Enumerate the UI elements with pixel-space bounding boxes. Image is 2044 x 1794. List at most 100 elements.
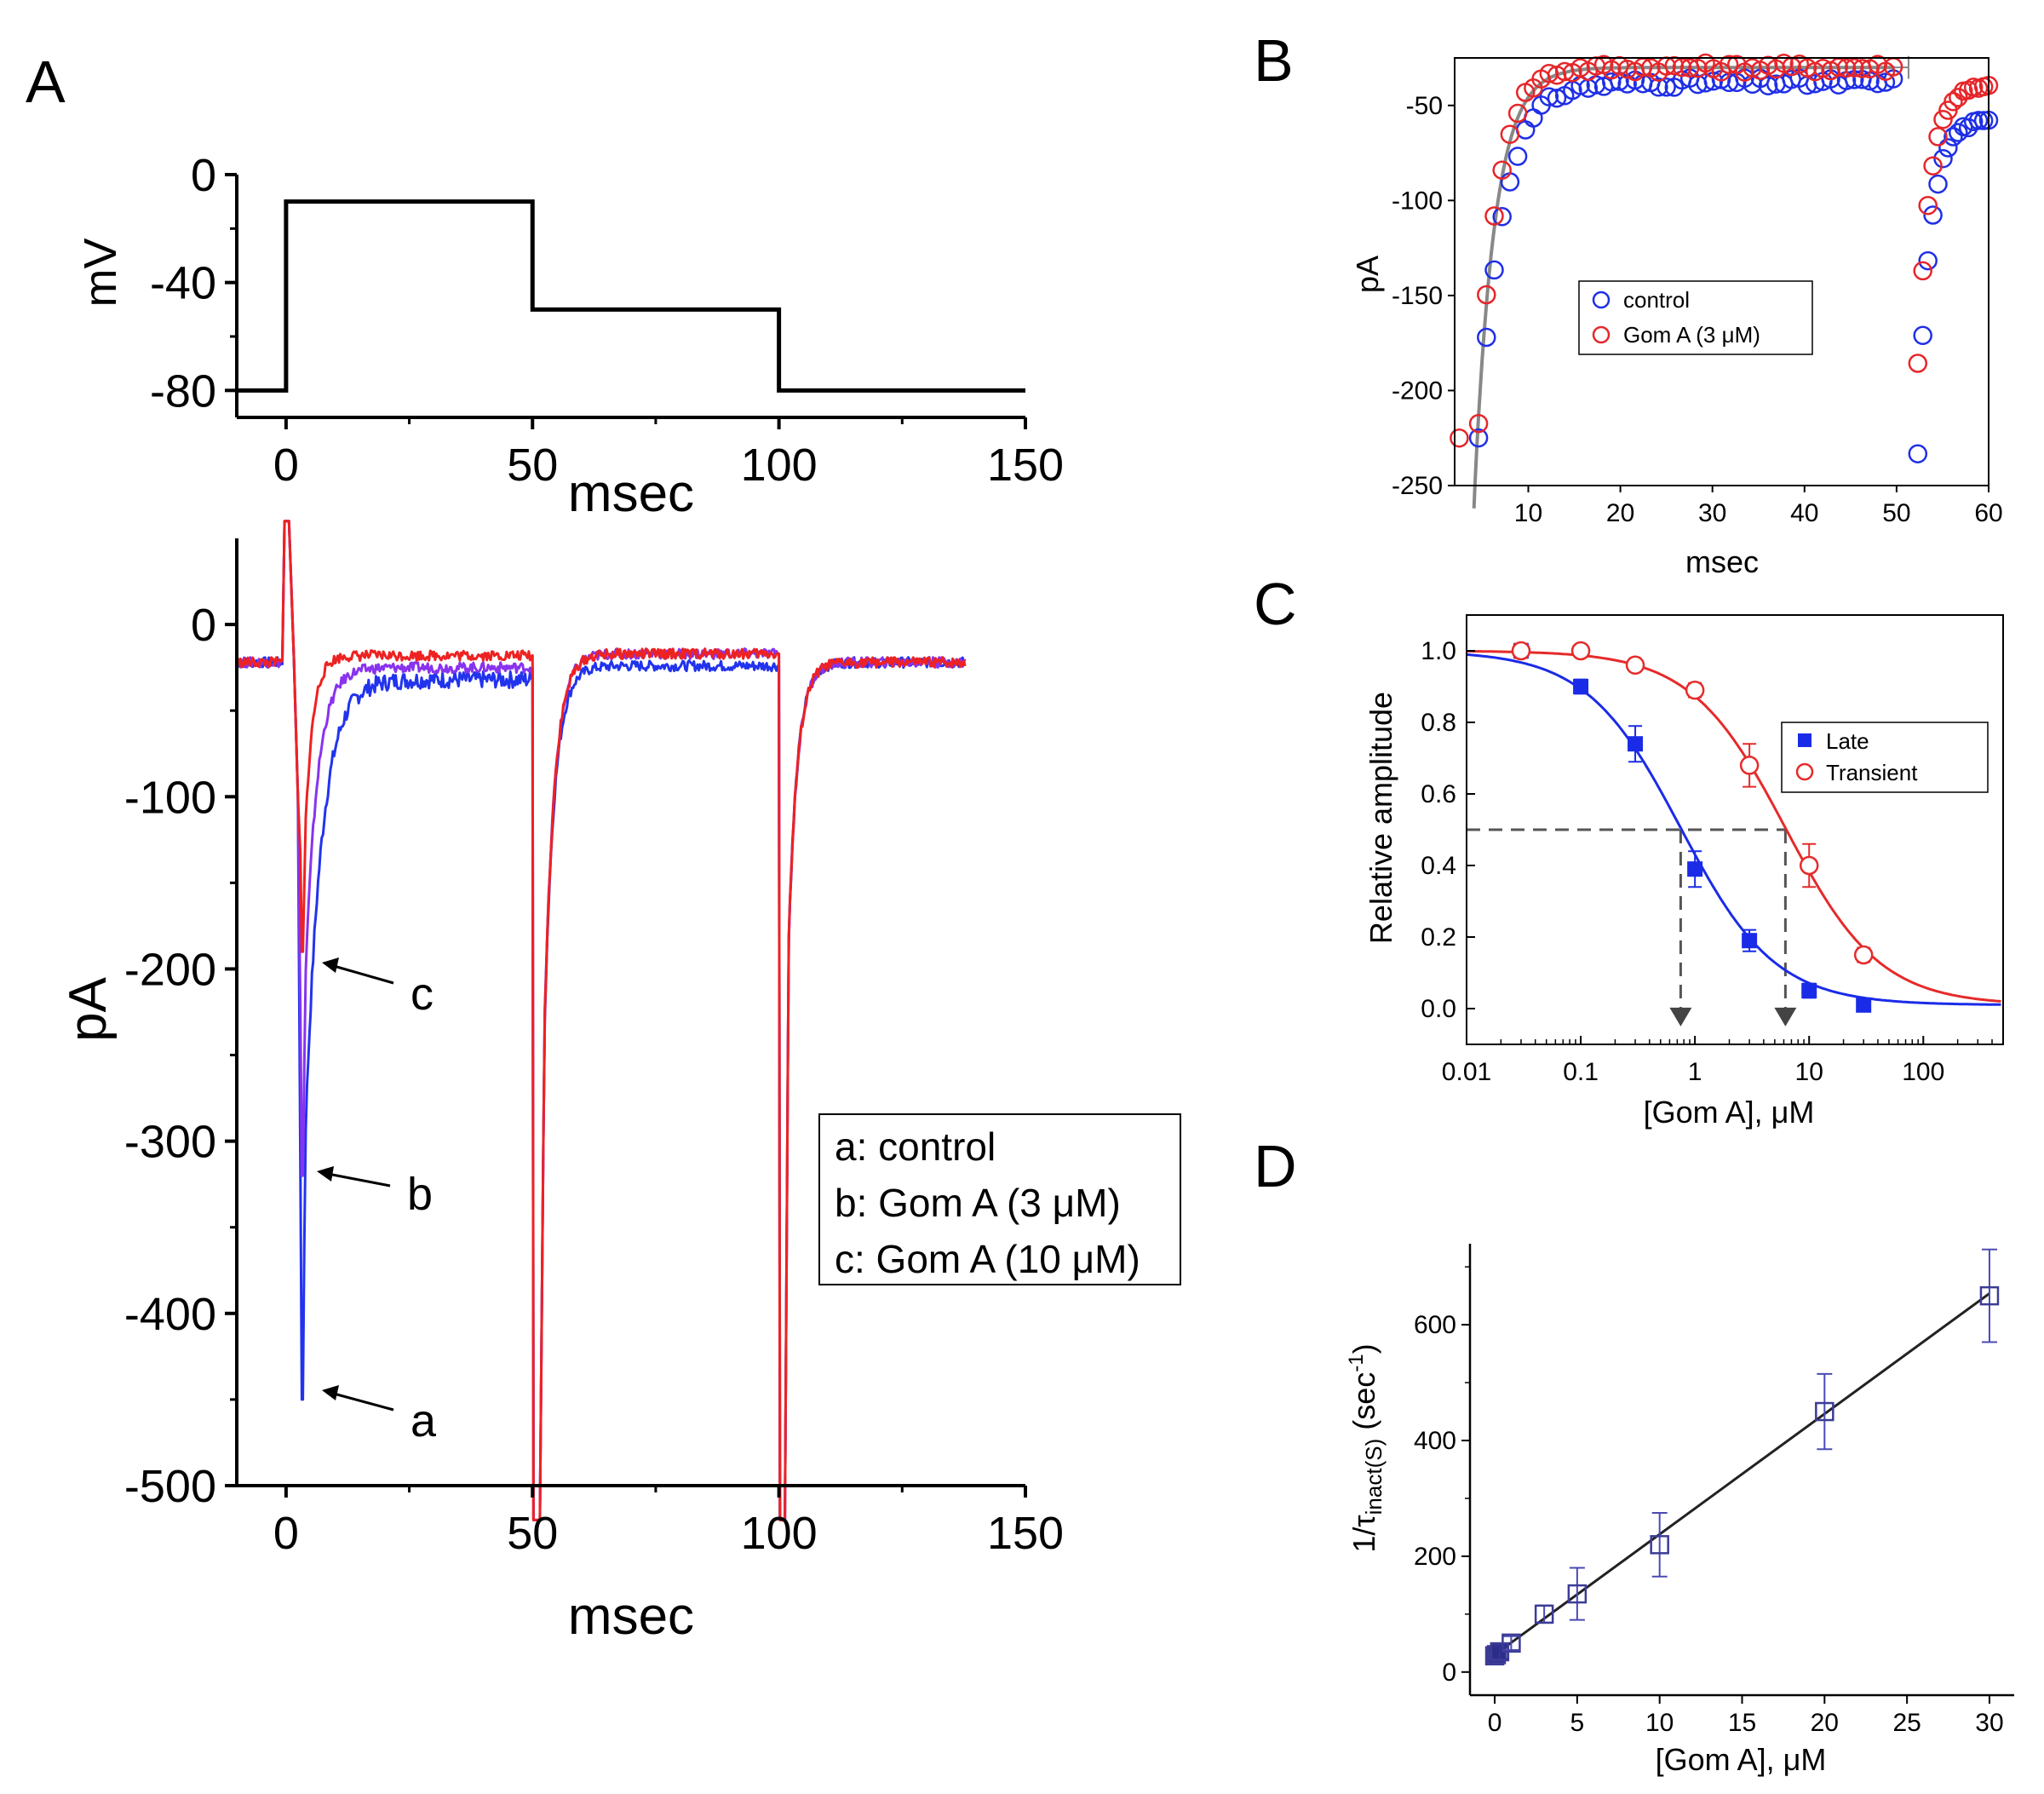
b-point-gom bbox=[1908, 354, 1928, 373]
b-x-tick: 60 bbox=[1974, 499, 2002, 527]
panel-letter-a: A bbox=[26, 49, 66, 115]
b-x-tick: 30 bbox=[1698, 499, 1726, 527]
d-y-label: 1/τinact(S) (sec-1) bbox=[1345, 1343, 1387, 1552]
d-x-tick: 5 bbox=[1570, 1709, 1585, 1737]
b-point-control bbox=[1958, 118, 1978, 138]
d-x-label: [Gom A], μM bbox=[1656, 1742, 1827, 1777]
b-point-control bbox=[1973, 111, 1994, 130]
protocol-x-label: msec bbox=[568, 464, 694, 523]
current-x-tick: 50 bbox=[507, 1508, 558, 1559]
legend-c-marker-transient bbox=[1795, 762, 1814, 781]
b-y-tick: -200 bbox=[1392, 377, 1443, 405]
b-point-gom bbox=[1672, 57, 1692, 78]
b-point-control bbox=[1908, 444, 1928, 463]
c-y-tick: 0.0 bbox=[1421, 995, 1456, 1023]
b-y-tick: -100 bbox=[1392, 187, 1443, 215]
b-point-gom bbox=[1949, 88, 1968, 107]
current-trace-gom-10um bbox=[235, 520, 967, 1521]
protocol-x-tick: 0 bbox=[273, 440, 299, 491]
c-point-late bbox=[1687, 861, 1703, 877]
b-point-control bbox=[1649, 78, 1668, 97]
d-y-tick: 400 bbox=[1414, 1427, 1456, 1455]
b-x-tick: 10 bbox=[1514, 499, 1542, 527]
b-point-gom bbox=[1539, 64, 1559, 83]
current-axes bbox=[225, 538, 1027, 1498]
d-point bbox=[1534, 1604, 1554, 1624]
b-point-control bbox=[1913, 325, 1932, 346]
current-trace-control bbox=[236, 520, 967, 1521]
b-point-control bbox=[1515, 120, 1536, 140]
c-point-transient bbox=[1625, 655, 1645, 676]
current-x-tick: 0 bbox=[273, 1508, 299, 1559]
b-point-gom bbox=[1836, 58, 1857, 78]
panel-b-data bbox=[1450, 53, 1999, 509]
c-point-transient bbox=[1853, 945, 1874, 965]
c-point-late bbox=[1856, 997, 1872, 1013]
legend-b-marker-control bbox=[1592, 290, 1611, 309]
b-point-gom bbox=[1913, 261, 1932, 281]
legend-b-gom: Gom A (3 μM) bbox=[1623, 322, 1760, 348]
legend-b-marker-gom bbox=[1592, 325, 1611, 344]
trace-annotation-c: c bbox=[322, 957, 433, 1020]
protocol-line bbox=[237, 199, 1025, 393]
legend-item-gom10: c: Gom A (10 μM) bbox=[835, 1237, 1140, 1281]
d-x-tick: 30 bbox=[1975, 1709, 2003, 1737]
panel-b-plot: -50 -100 -150 -200 -250 10 20 30 40 50 6… bbox=[1350, 53, 2003, 579]
c-point-late bbox=[1801, 983, 1817, 998]
panel-letter-b: B bbox=[1254, 27, 1294, 94]
current-x-tick: 100 bbox=[741, 1508, 818, 1559]
b-y-tick: -50 bbox=[1406, 92, 1443, 120]
current-y-tick: -400 bbox=[124, 1289, 216, 1340]
trace-annotation-a: a bbox=[322, 1385, 437, 1446]
c-point-transient bbox=[1739, 756, 1760, 775]
b-point-control bbox=[1468, 428, 1489, 448]
c-x-tick: 10 bbox=[1795, 1058, 1823, 1086]
b-point-control bbox=[1949, 123, 1968, 142]
protocol-trace bbox=[237, 199, 1025, 393]
panel-letter-c: C bbox=[1254, 571, 1297, 637]
b-point-control bbox=[1758, 76, 1778, 95]
b-point-control bbox=[1656, 78, 1676, 97]
d-point bbox=[1979, 1285, 2000, 1306]
trace-label-a: a bbox=[411, 1395, 437, 1446]
current-x-tick: 150 bbox=[987, 1508, 1064, 1559]
current-y-label: pA bbox=[59, 976, 118, 1041]
b-x-tick: 40 bbox=[1790, 499, 1818, 527]
d-y-tick: 0 bbox=[1442, 1659, 1456, 1687]
legend-c: Late Transient bbox=[1781, 722, 1989, 793]
b-point-gom bbox=[1944, 92, 1963, 112]
current-y-tick: -300 bbox=[124, 1117, 216, 1168]
protocol-x-tick: 150 bbox=[987, 440, 1064, 491]
c-point-late bbox=[1742, 933, 1758, 949]
b-y-tick: -250 bbox=[1392, 472, 1443, 500]
d-x-tick: 20 bbox=[1811, 1709, 1839, 1737]
protocol-y-tick: -80 bbox=[150, 365, 216, 417]
c-y-tick: 0.4 bbox=[1421, 852, 1456, 880]
d-x-tick: 25 bbox=[1892, 1709, 1921, 1737]
b-point-gom bbox=[1507, 103, 1528, 124]
legend-b: control Gom A (3 μM) bbox=[1578, 280, 1813, 355]
c-x-tick: 1 bbox=[1688, 1058, 1702, 1086]
legend-c-marker-late bbox=[1798, 733, 1811, 747]
b-point-gom bbox=[1923, 156, 1943, 175]
b-point-control bbox=[1492, 207, 1512, 227]
c-point-transient bbox=[1799, 855, 1819, 876]
b-x-label: msec bbox=[1685, 544, 1759, 579]
c-point-late bbox=[1573, 679, 1589, 694]
b-point-control bbox=[1933, 148, 1953, 169]
d-y-tick: 600 bbox=[1414, 1311, 1456, 1339]
c-ic50-arrow bbox=[1669, 1007, 1692, 1026]
b-point-gom bbox=[1918, 195, 1938, 216]
d-x-tick: 10 bbox=[1645, 1709, 1674, 1737]
current-y-tick: -200 bbox=[124, 944, 216, 995]
b-point-gom bbox=[1477, 285, 1496, 305]
legend-c-transient: Transient bbox=[1826, 760, 1918, 785]
c-x-tick: 100 bbox=[1902, 1058, 1944, 1086]
b-point-control bbox=[1928, 174, 1948, 194]
d-point bbox=[1567, 1584, 1588, 1604]
panel-letter-d: D bbox=[1254, 1133, 1297, 1199]
b-point-control bbox=[1539, 87, 1559, 106]
protocol-y-tick: 0 bbox=[191, 150, 216, 201]
protocol-x-tick: 50 bbox=[507, 440, 558, 491]
b-point-gom bbox=[1928, 127, 1948, 147]
